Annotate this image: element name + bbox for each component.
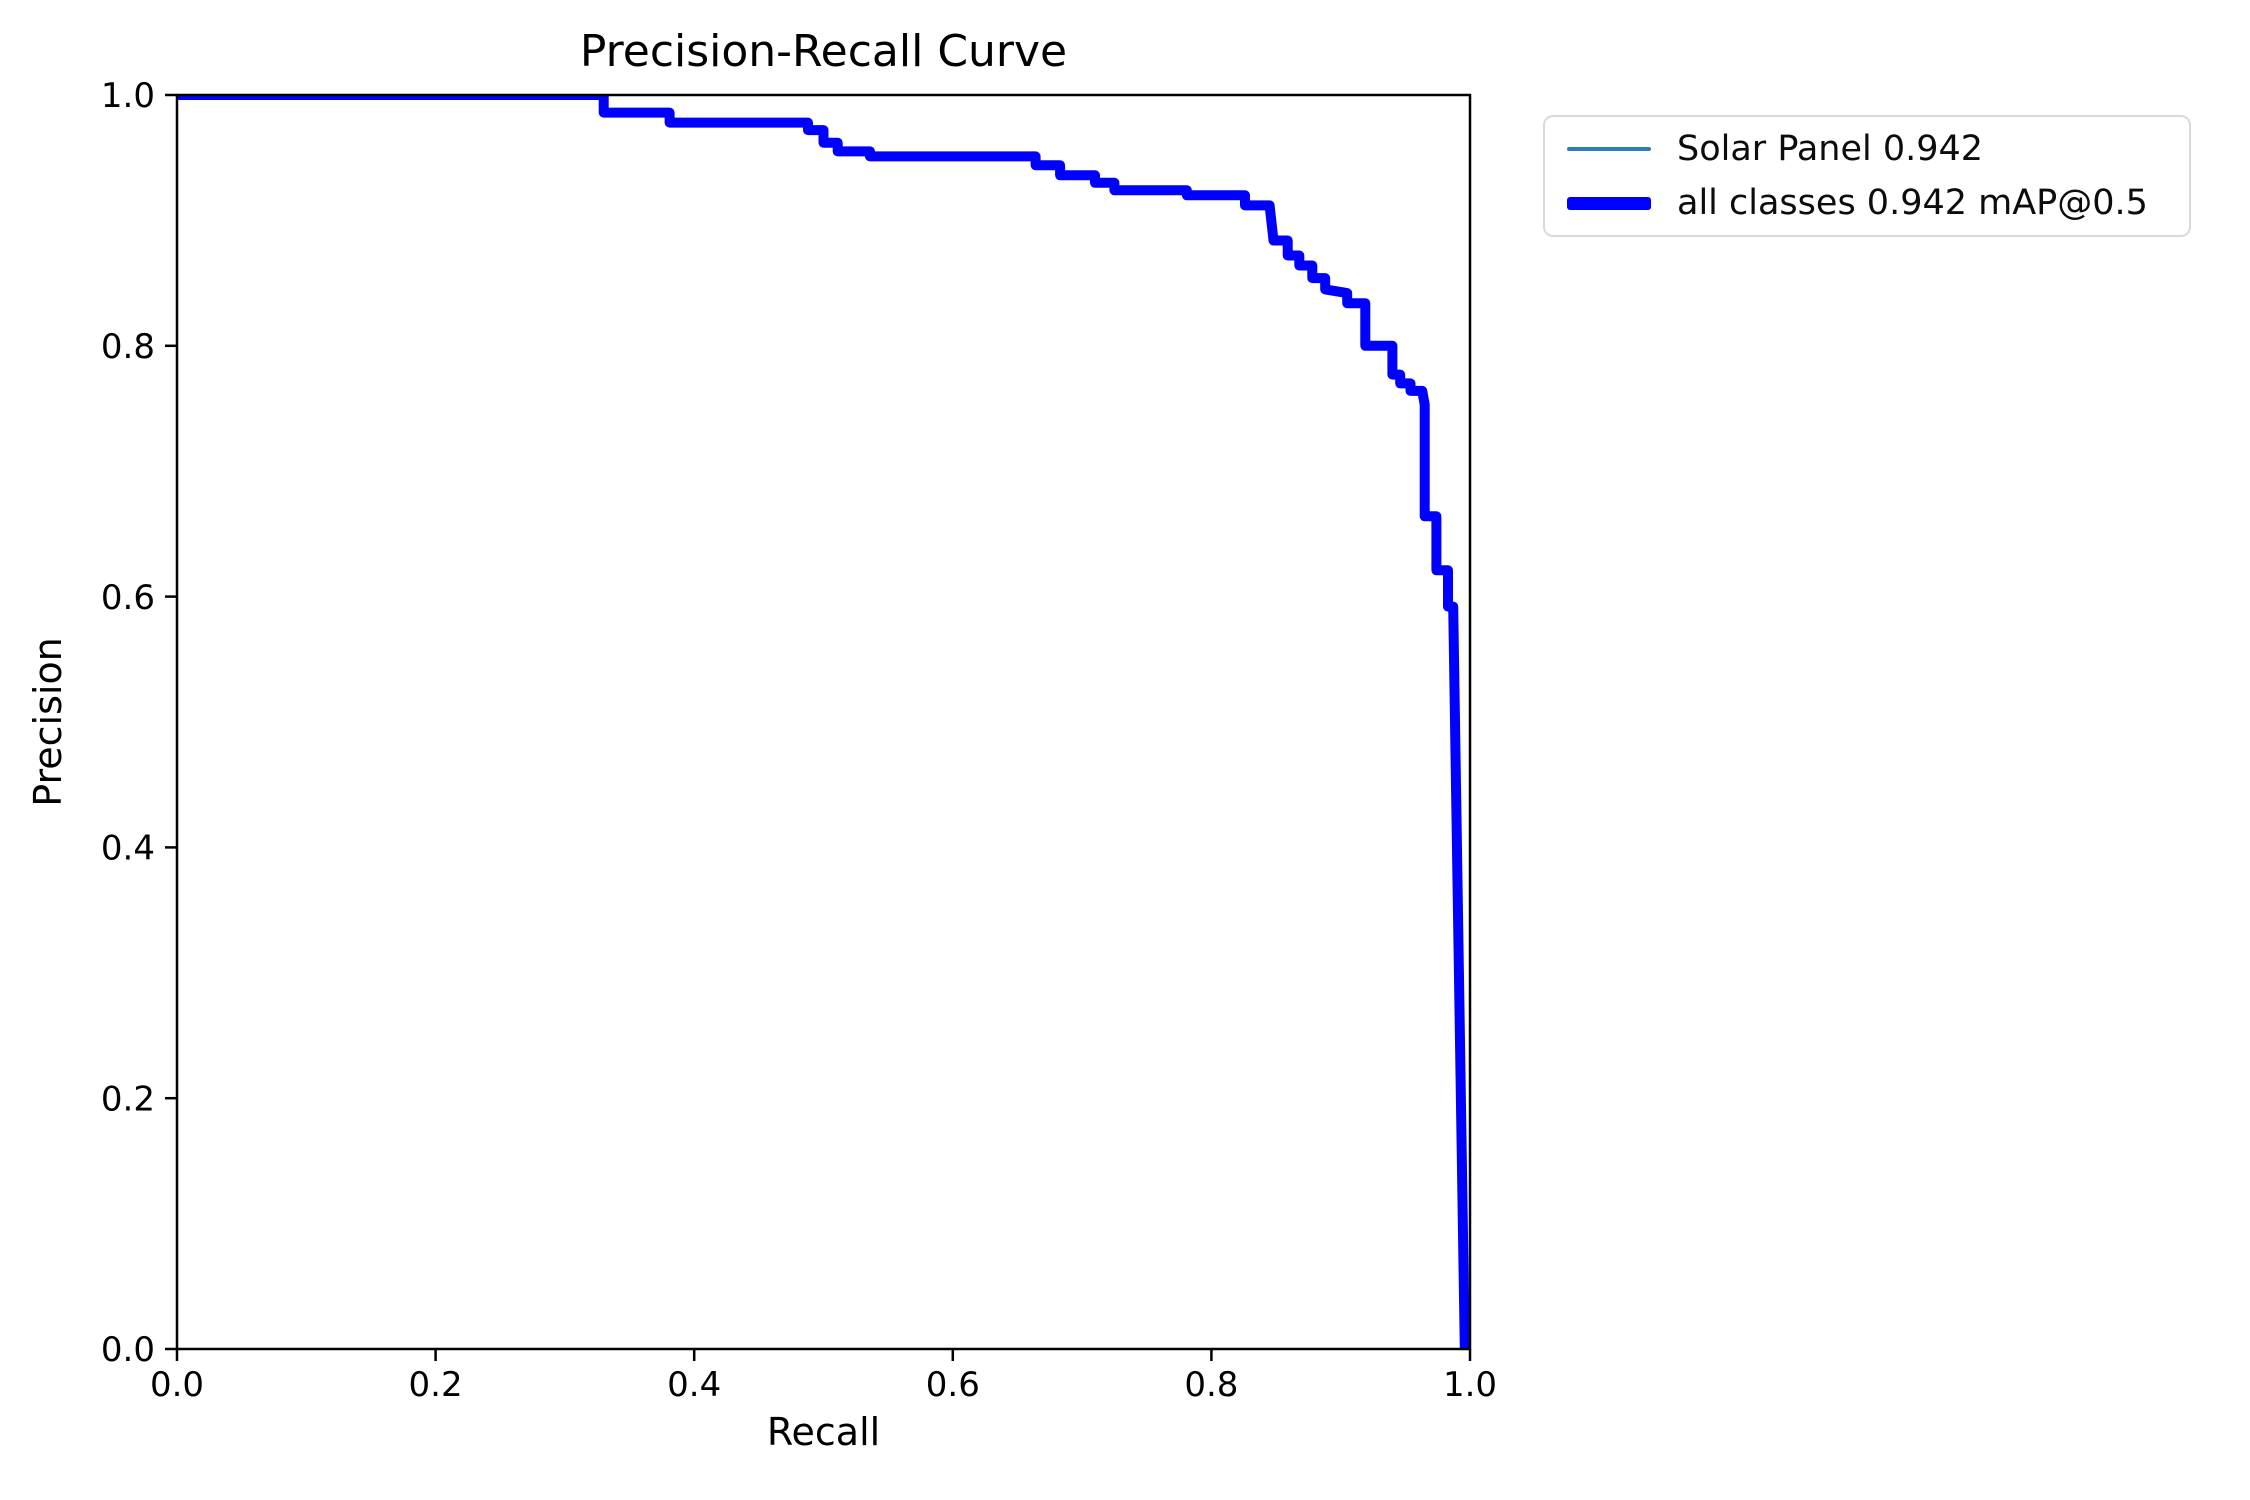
x-axis-label: Recall xyxy=(766,1410,881,1454)
legend-item-solar-panel: Solar Panel 0.942 xyxy=(1567,129,2179,169)
legend-label-solar-panel: Solar Panel 0.942 xyxy=(1677,129,1984,169)
axes-spines xyxy=(175,93,1472,1351)
y-tick-label: 1.0 xyxy=(101,76,155,116)
x-tick-label: 0.8 xyxy=(1184,1365,1238,1405)
x-tick-label: 0.4 xyxy=(667,1365,721,1405)
x-tick-label: 1.0 xyxy=(1443,1365,1497,1405)
y-tick-label: 0.6 xyxy=(101,578,155,618)
chart-title: Precision-Recall Curve xyxy=(579,26,1068,77)
y-tick-label: 0.0 xyxy=(101,1330,155,1370)
y-tick-label: 0.4 xyxy=(101,829,155,869)
y-tick-label: 0.2 xyxy=(101,1079,155,1119)
legend-label-all-classes: all classes 0.942 mAP@0.5 xyxy=(1677,183,2148,223)
legend-item-all-classes: all classes 0.942 mAP@0.5 xyxy=(1567,183,2179,223)
y-tick-label: 0.8 xyxy=(101,327,155,367)
pr-curve-all-classes xyxy=(177,95,1470,1349)
pr-curve-solar-panel xyxy=(177,95,1467,1349)
legend: Solar Panel 0.942 all classes 0.942 mAP@… xyxy=(1543,115,2191,237)
legend-line-sample-all-classes-icon xyxy=(1567,196,1651,210)
x-tick-label: 0.0 xyxy=(150,1365,204,1405)
x-tick-label: 0.2 xyxy=(409,1365,463,1405)
legend-line-sample-solar-panel-icon xyxy=(1567,147,1651,151)
y-axis-label: Precision xyxy=(26,637,70,807)
x-tick-label: 0.6 xyxy=(926,1365,980,1405)
